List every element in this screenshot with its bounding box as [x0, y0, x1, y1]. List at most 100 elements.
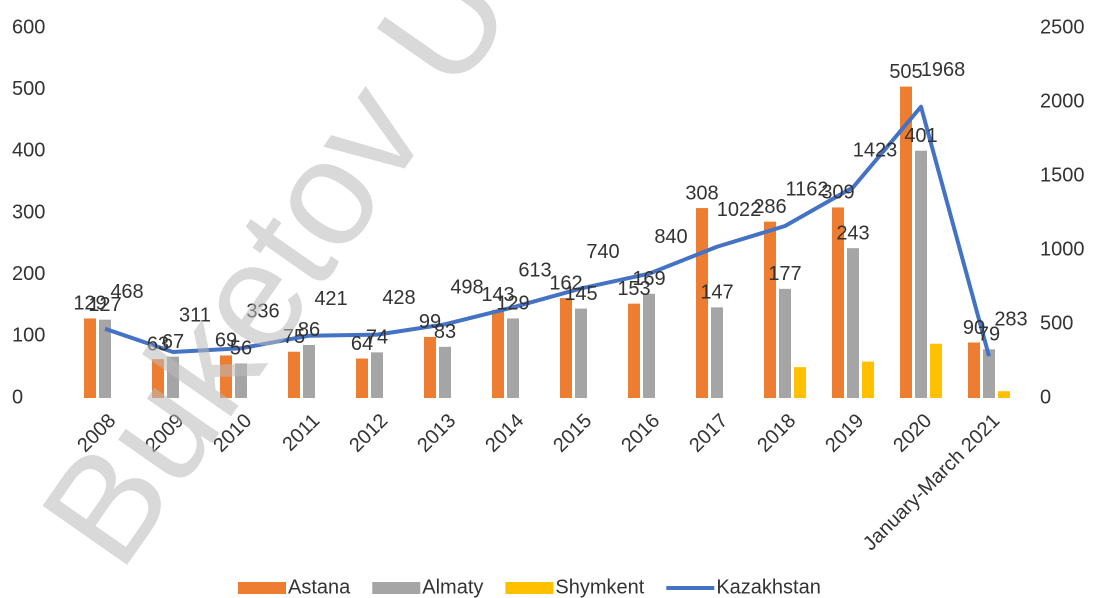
data-label: 169 — [632, 268, 665, 290]
data-label: 468 — [110, 281, 143, 303]
data-label: 401 — [904, 125, 937, 147]
y2-tick-label: 1500 — [1040, 164, 1085, 186]
data-label: 64 — [351, 333, 373, 355]
data-label: 162 — [549, 272, 582, 294]
bar — [356, 358, 368, 398]
legend-label: Astana — [288, 576, 351, 598]
y2-tick-label: 2000 — [1040, 90, 1085, 112]
data-label: 79 — [978, 324, 1000, 346]
y-tick-label: 200 — [12, 263, 45, 285]
bar — [84, 318, 96, 398]
bar — [794, 367, 806, 398]
x-tick-label: 2013 — [413, 410, 460, 457]
data-label: 177 — [768, 263, 801, 285]
data-label: 498 — [450, 277, 483, 299]
data-label: 613 — [518, 260, 551, 282]
bar — [492, 309, 504, 398]
y-tick-label: 100 — [12, 325, 45, 347]
data-label: 69 — [215, 330, 237, 352]
bar — [152, 359, 164, 398]
data-label: 143 — [481, 284, 514, 306]
bar — [167, 356, 179, 398]
data-label: 83 — [434, 321, 456, 343]
data-label: 1423 — [853, 140, 898, 162]
legend-label: Shymkent — [555, 576, 644, 598]
data-label: 74 — [366, 327, 388, 349]
data-label: 421 — [314, 288, 347, 310]
bar — [99, 319, 111, 398]
bar — [235, 363, 247, 398]
data-label: 67 — [162, 331, 184, 353]
x-tick-label: 2011 — [278, 410, 324, 456]
bar — [915, 150, 927, 398]
bar — [424, 336, 436, 398]
x-tick-label: 2019 — [821, 410, 868, 457]
data-label: 86 — [298, 319, 320, 341]
bar — [998, 391, 1010, 398]
x-tick-label: 2012 — [345, 410, 392, 457]
y2-tick-label: 0 — [1040, 386, 1051, 408]
y-tick-label: 300 — [12, 201, 45, 223]
y2-tick-label: 500 — [1040, 312, 1073, 334]
legend-label: Almaty — [422, 576, 483, 598]
bar — [560, 298, 572, 398]
data-label: 308 — [685, 182, 718, 204]
y2-tick-label: 1000 — [1040, 238, 1085, 260]
legend: Astana Almaty Shymkent Kazakhstan — [238, 576, 821, 598]
data-label: 311 — [179, 304, 211, 326]
data-label: 75 — [283, 326, 305, 348]
data-label: 56 — [230, 338, 252, 360]
bar — [220, 355, 232, 398]
bar — [930, 343, 942, 398]
bar — [968, 342, 980, 398]
data-label: 309 — [821, 182, 854, 204]
data-label: 145 — [564, 283, 597, 305]
legend-swatch — [505, 582, 554, 594]
legend-swatch — [238, 582, 286, 594]
bar — [779, 288, 791, 398]
bar — [628, 303, 640, 398]
data-label: 90 — [963, 317, 985, 339]
bar — [711, 307, 723, 398]
data-label: 505 — [889, 61, 922, 83]
data-label: 63 — [147, 333, 169, 355]
data-label: 740 — [586, 241, 619, 263]
bar — [507, 318, 519, 398]
y-tick-label: 0 — [12, 386, 23, 408]
data-label: 153 — [617, 278, 650, 300]
bar — [575, 308, 587, 398]
bar — [643, 293, 655, 398]
x-tick-label: 2014 — [481, 410, 528, 457]
data-label: 336 — [246, 301, 279, 323]
data-label: 1162 — [785, 178, 828, 200]
data-label: 286 — [753, 196, 786, 218]
x-tick-label: 2016 — [617, 410, 664, 457]
data-label: 129 — [496, 293, 529, 315]
bar — [764, 221, 776, 398]
bar — [862, 361, 874, 398]
data-label: 428 — [382, 287, 415, 309]
bar — [900, 86, 912, 398]
bar — [288, 351, 300, 398]
data-label: 1022 — [717, 199, 762, 221]
data-label: 99 — [419, 311, 441, 333]
bar — [371, 352, 383, 398]
y2-tick-label: 2500 — [1040, 16, 1085, 38]
x-tick-label: 2017 — [685, 410, 732, 457]
x-tick-label: 2020 — [889, 410, 936, 457]
x-tick-label: 2018 — [753, 410, 800, 457]
y-tick-label: 500 — [12, 78, 45, 100]
bar — [847, 248, 859, 398]
data-label: 840 — [654, 226, 687, 248]
legend-label: Kazakhstan — [716, 576, 821, 598]
y-tick-label: 600 — [12, 16, 45, 38]
data-label: 243 — [836, 222, 869, 244]
bar — [439, 346, 451, 398]
bar — [983, 349, 995, 398]
line — [104, 104, 991, 357]
y-tick-label: 400 — [12, 140, 45, 162]
data-label: 129 — [73, 293, 106, 315]
x-tick-label: January-March 2021 — [859, 410, 1004, 555]
bar — [303, 344, 315, 398]
